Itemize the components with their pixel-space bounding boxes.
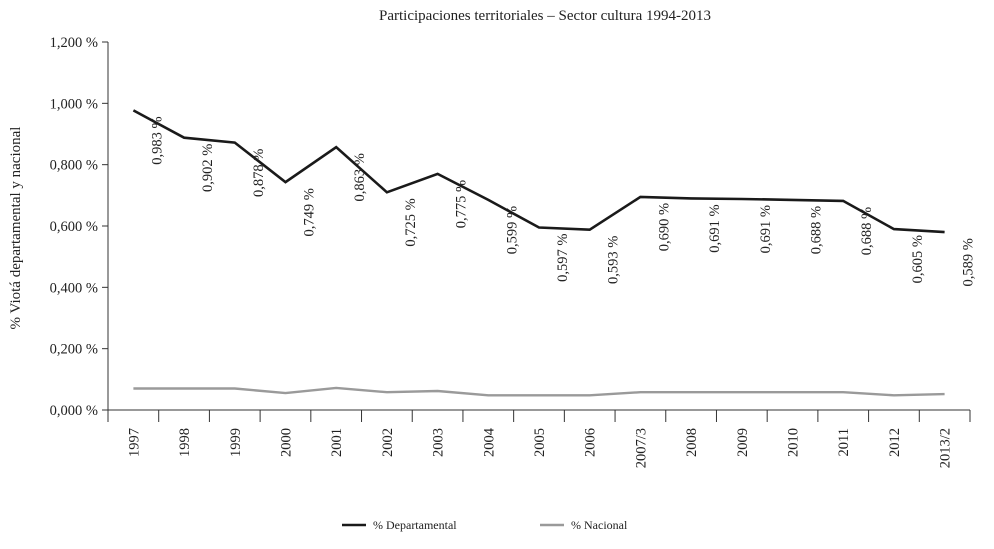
x-tick-label: 2005 (532, 428, 548, 457)
data-label: 0,878 % (251, 149, 267, 197)
x-tick-label: 2013/2 (938, 428, 954, 468)
data-label: 0,902 % (200, 144, 216, 192)
x-tick-label: 2008 (684, 428, 700, 457)
x-tick-label: 1998 (177, 428, 193, 457)
data-label: 0,688 % (859, 207, 875, 255)
y-axis-label: % Viotá departamental y nacional (8, 127, 24, 330)
data-label: 0,749 % (301, 188, 317, 236)
legend-label-departamental: % Departamental (373, 518, 457, 532)
data-label: 0,725 % (403, 198, 419, 246)
series-line-nacional (133, 386, 945, 397)
y-tick-label: 0,200 % (50, 342, 98, 358)
x-tick-label: 2003 (431, 428, 447, 457)
x-axis: 1997 1998 1999 2000 2001 2002 2003 2004 2005 2006… (107, 409, 971, 468)
chart-title: Participaciones territoriales – Sector c… (379, 8, 711, 24)
y-tick-label: 0,000 % (50, 403, 98, 419)
legend: % Departamental % Nacional (342, 518, 628, 532)
data-labels: 0,983 % 0,902 % 0,878 % 0,749 % 0,863 % 0,725… (149, 116, 976, 286)
data-label: 0,688 % (809, 206, 825, 254)
y-tick-label: 0,800 % (50, 158, 98, 174)
y-axis: 0,000 % 0,200 % 0,400 % 0,600 % 0,800 % 1,000… (50, 35, 109, 419)
data-label: 0,593 % (606, 236, 622, 284)
data-label: 0,599 % (504, 206, 520, 254)
x-tick-label: 1999 (228, 428, 244, 457)
x-tick-label: 2000 (278, 428, 294, 457)
x-tick-label: 2010 (786, 428, 802, 457)
data-label: 0,605 % (910, 235, 926, 283)
data-label: 0,863 % (352, 153, 368, 201)
x-tick-label: 2007/3 (633, 428, 649, 468)
data-label: 0,691 % (758, 205, 774, 253)
x-tick-label: 2006 (583, 428, 599, 457)
data-label: 0,691 % (707, 204, 723, 252)
x-tick-label: 2009 (735, 428, 751, 457)
data-label: 0,690 % (656, 203, 672, 251)
x-tick-label: 2002 (380, 428, 396, 457)
legend-label-nacional: % Nacional (571, 518, 628, 532)
x-tick-label: 1997 (126, 428, 142, 457)
x-tick-label: 2001 (329, 428, 345, 457)
series-line-departamental (132, 109, 945, 234)
data-label: 0,983 % (149, 116, 165, 164)
y-tick-label: 0,600 % (50, 219, 98, 235)
x-tick-label: 2012 (887, 428, 903, 457)
y-tick-label: 0,400 % (50, 280, 98, 296)
data-label: 0,597 % (555, 234, 571, 282)
series-lines (132, 109, 945, 397)
y-tick-label: 1,200 % (50, 35, 98, 51)
x-tick-label: 2011 (836, 428, 852, 456)
y-tick-label: 1,000 % (50, 96, 98, 112)
x-tick-label: 2004 (481, 427, 497, 457)
data-label: 0,775 % (454, 180, 470, 228)
data-label: 0,589 % (961, 238, 977, 286)
